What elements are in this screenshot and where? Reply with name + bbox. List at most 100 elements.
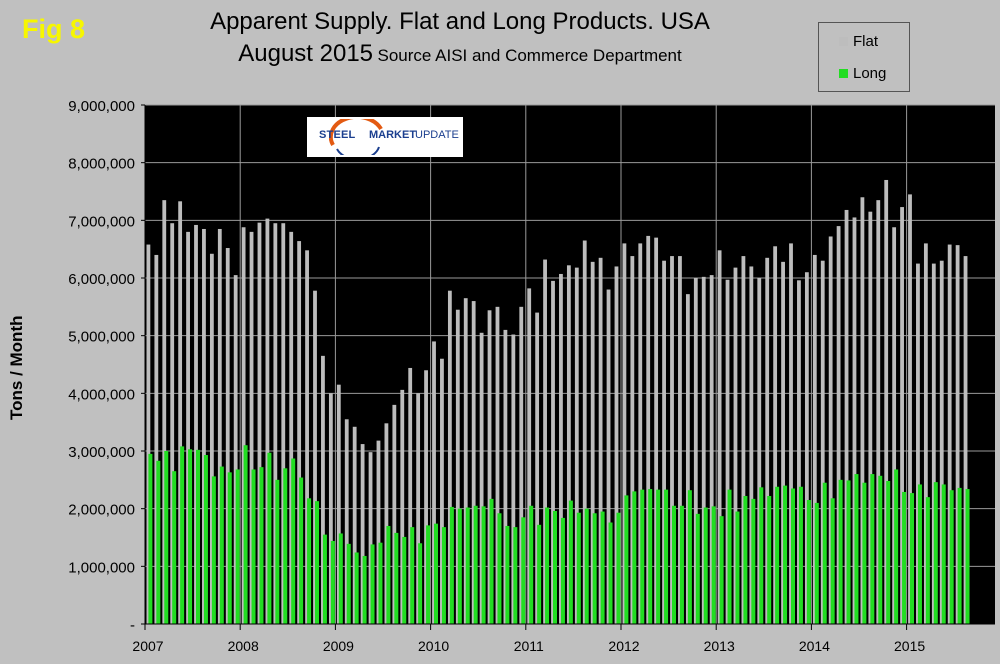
bar-flat xyxy=(923,243,928,624)
bar-flat xyxy=(344,419,349,624)
bar-long xyxy=(902,491,907,624)
bar-long xyxy=(434,523,439,624)
bar-flat xyxy=(781,261,785,624)
bar-long xyxy=(846,480,851,624)
bar-long xyxy=(394,532,399,624)
bar-long xyxy=(687,490,692,624)
bar-long xyxy=(346,543,351,624)
bar-flat xyxy=(487,310,492,624)
bar-long xyxy=(545,507,550,624)
subtitle-date: August 2015 xyxy=(238,40,374,67)
bar-flat xyxy=(328,393,333,624)
bar-flat xyxy=(654,237,659,624)
bar-flat xyxy=(804,272,809,624)
bar-long xyxy=(941,484,946,624)
bar-flat xyxy=(202,228,206,624)
bar-long xyxy=(513,527,518,624)
bar-flat xyxy=(741,256,746,624)
bar-flat xyxy=(186,231,190,624)
bar-long xyxy=(402,536,407,624)
bar-flat xyxy=(400,389,405,624)
bar-flat xyxy=(471,301,476,624)
bar-long xyxy=(172,471,177,624)
bar-long xyxy=(235,469,240,624)
bar-long xyxy=(719,516,724,624)
bar-long xyxy=(656,489,661,624)
bar-long xyxy=(957,487,962,624)
bar-long xyxy=(862,482,867,624)
bar-long xyxy=(283,468,288,624)
bar-flat xyxy=(424,370,428,624)
bar-long xyxy=(584,508,589,624)
bar-flat xyxy=(789,243,793,624)
bar-flat xyxy=(368,452,373,624)
bar-flat xyxy=(622,243,627,624)
bar-long xyxy=(592,513,597,624)
bar-flat xyxy=(289,231,294,624)
bar-long xyxy=(441,527,446,624)
bar-flat xyxy=(646,235,651,625)
bar-flat xyxy=(384,423,389,624)
bar-flat xyxy=(265,218,270,624)
bar-flat xyxy=(447,290,452,624)
bar-long xyxy=(814,502,819,624)
x-tick-label: 2013 xyxy=(704,638,735,654)
bar-flat xyxy=(828,236,833,625)
bar-long xyxy=(521,517,526,624)
bar-long xyxy=(822,482,827,624)
bar-flat xyxy=(146,244,151,624)
bar-flat xyxy=(416,393,421,624)
bar-long xyxy=(886,480,891,624)
bar-long xyxy=(608,522,613,624)
legend: Flat Long xyxy=(818,22,910,92)
bar-flat xyxy=(590,261,595,624)
logo-word-market: MARKET xyxy=(369,129,417,141)
bar-flat xyxy=(241,227,246,624)
bar-flat xyxy=(170,223,175,624)
bar-long xyxy=(219,466,224,624)
bar-long xyxy=(473,505,478,624)
bar-long xyxy=(624,495,629,624)
steel-market-update-logo: STEEL MARKET UPDATE xyxy=(307,117,463,157)
bar-flat xyxy=(908,194,912,624)
bar-flat xyxy=(955,245,960,624)
bar-flat xyxy=(852,217,857,624)
bar-flat xyxy=(551,280,555,624)
y-tick-label: 5,000,000 xyxy=(68,329,135,346)
bar-long xyxy=(830,498,835,624)
bar-flat xyxy=(209,253,214,624)
bar-flat xyxy=(797,280,801,624)
bar-long xyxy=(711,506,716,624)
bar-flat xyxy=(519,306,524,624)
bar-flat xyxy=(757,278,762,624)
bar-long xyxy=(537,524,542,624)
y-tick-label: 7,000,000 xyxy=(68,213,135,230)
bar-long xyxy=(878,475,883,624)
bar-flat xyxy=(440,358,444,624)
bar-long xyxy=(664,489,669,624)
bar-flat xyxy=(630,256,635,624)
bar-flat xyxy=(249,231,254,624)
bar-flat xyxy=(963,256,968,624)
x-tick-label: 2008 xyxy=(228,638,259,654)
bar-flat xyxy=(900,207,904,624)
logo-word-steel: STEEL xyxy=(319,129,356,141)
bar-long xyxy=(164,451,169,624)
bar-long xyxy=(227,472,232,624)
bar-flat xyxy=(479,332,484,624)
bar-long xyxy=(378,542,383,624)
bar-flat xyxy=(392,404,397,624)
bar-flat xyxy=(178,201,183,624)
bar-long xyxy=(910,493,915,624)
bar-long xyxy=(156,460,161,624)
bar-flat xyxy=(455,309,460,624)
bar-flat xyxy=(566,265,571,624)
y-tick-label: 3,000,000 xyxy=(68,444,135,461)
y-tick-label: 9,000,000 xyxy=(68,98,135,115)
bar-long xyxy=(838,479,843,624)
bar-long xyxy=(894,469,899,624)
bar-long xyxy=(560,517,565,624)
bar-flat xyxy=(257,222,262,624)
bar-flat xyxy=(559,273,563,624)
